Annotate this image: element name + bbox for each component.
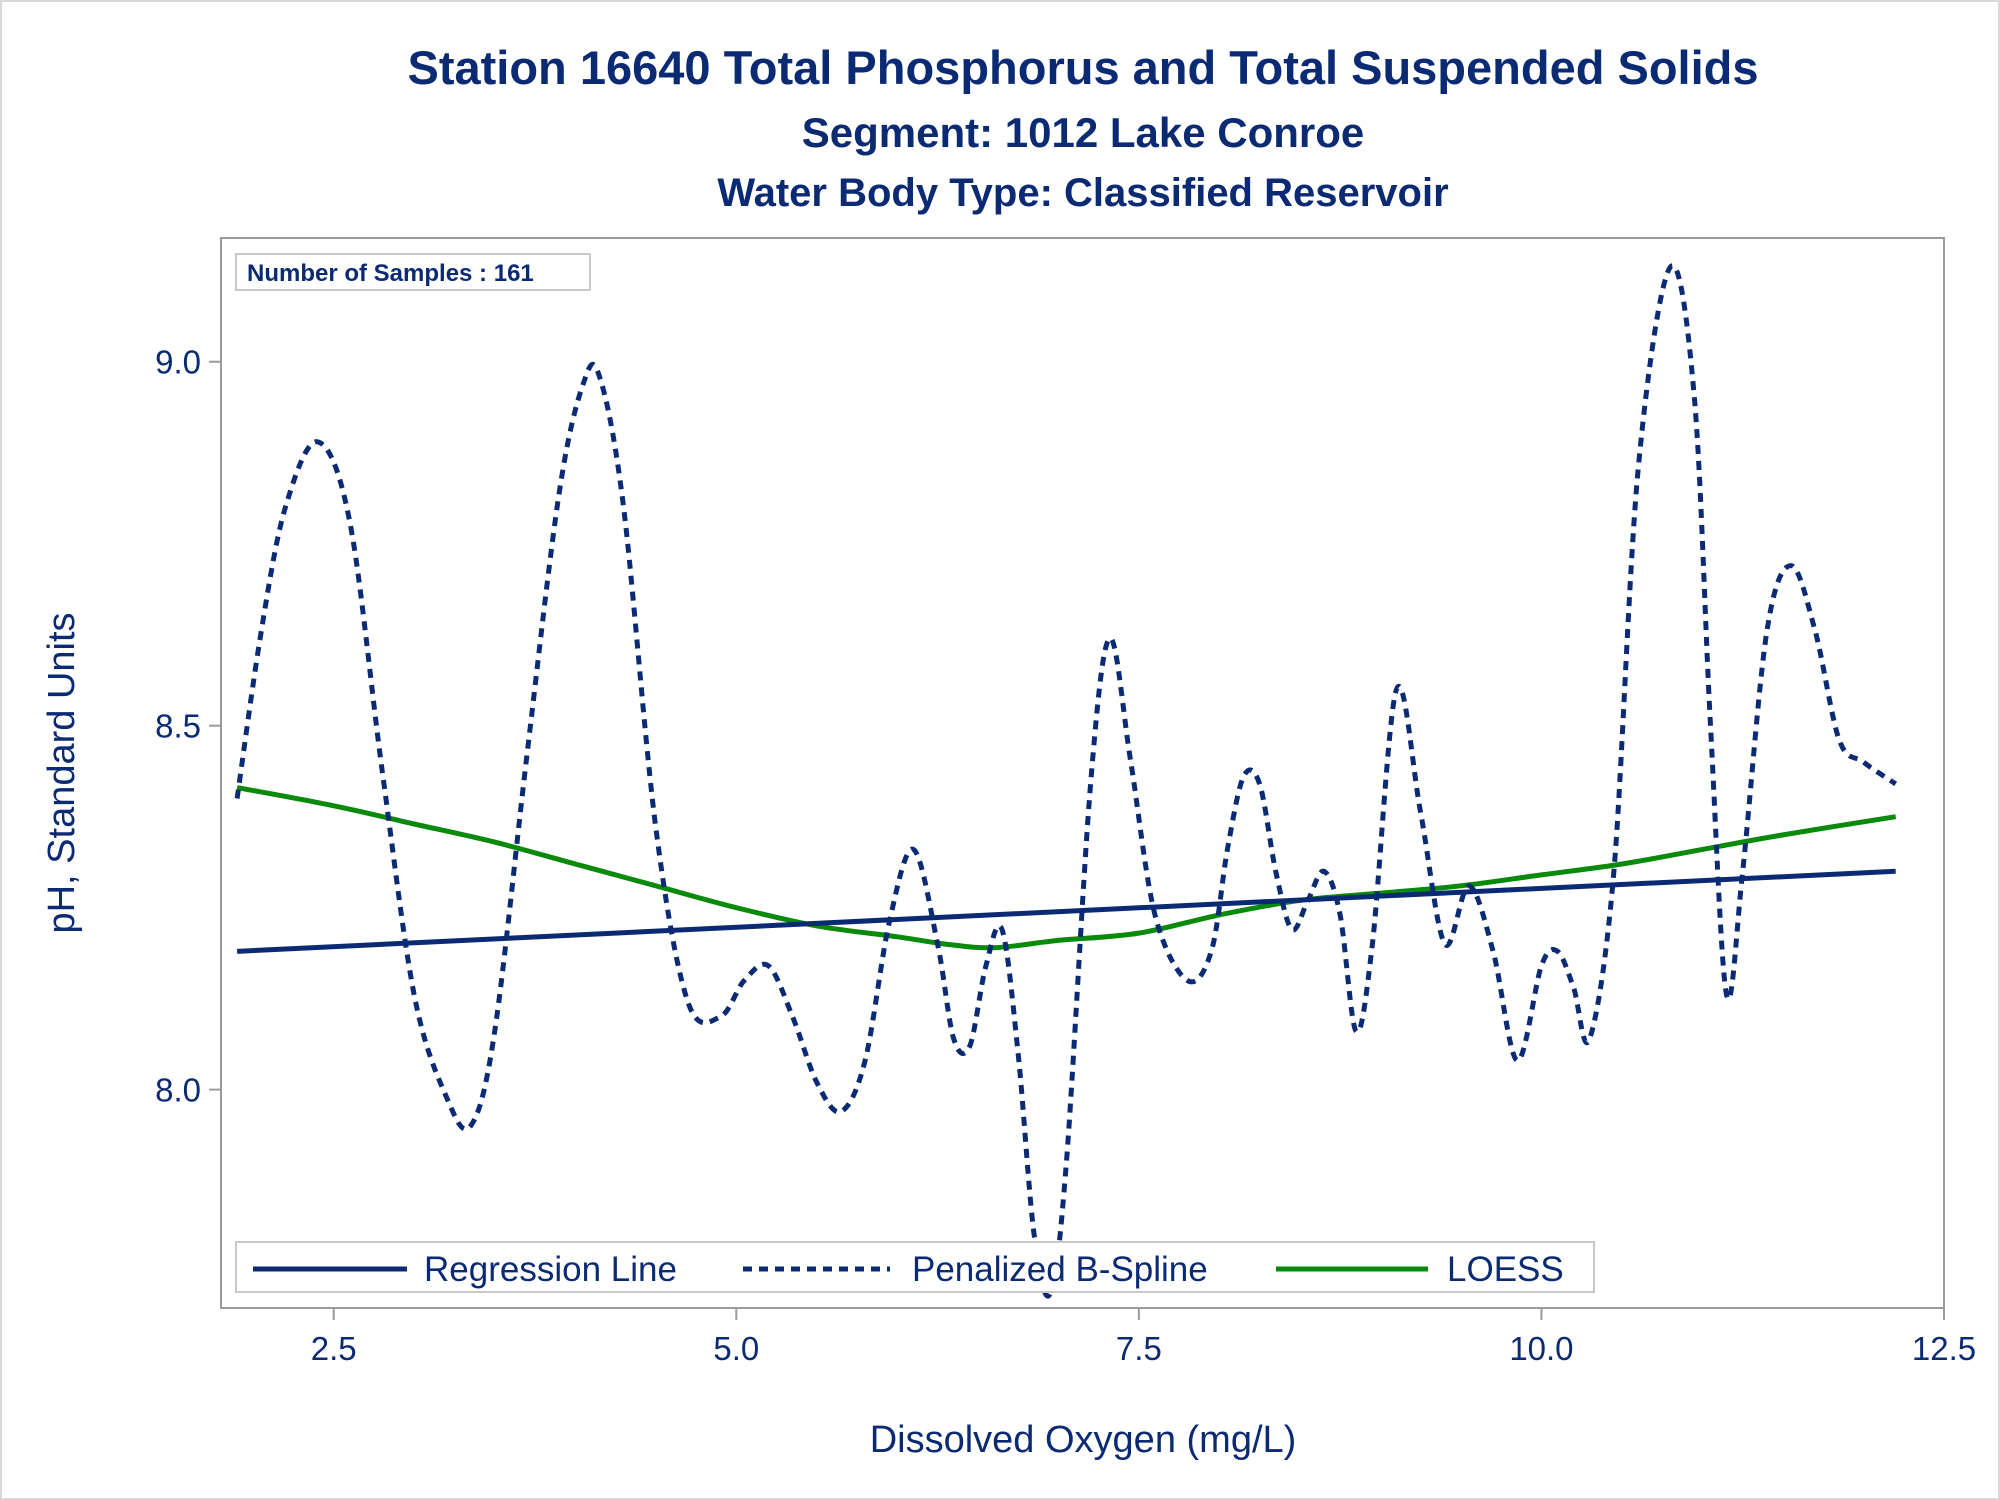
series-line-loess [236, 785, 1897, 951]
chart-subtitle-2: Water Body Type: Classified Reservoir [717, 171, 1448, 215]
y-tick-label: 8.0 [155, 1072, 201, 1109]
x-tick-label: 7.5 [1116, 1330, 1162, 1367]
x-tick-label: 2.5 [311, 1330, 357, 1367]
legend-label: LOESS [1447, 1250, 1564, 1289]
y-tick-label: 9.0 [155, 344, 201, 381]
sample-count-label: Number of Samples : 161 [247, 260, 534, 287]
legend-label: Penalized B-Spline [912, 1250, 1208, 1289]
y-axis-label: pH, Standard Units [41, 612, 83, 933]
series-group [234, 263, 1898, 1299]
x-axis-label: Dissolved Oxygen (mg/L) [870, 1419, 1297, 1461]
legend: Regression Line Penalized B-Spline LOESS [253, 1250, 1564, 1289]
chart-subtitle: Segment: 1012 Lake Conroe [802, 109, 1365, 156]
x-tick-label: 5.0 [713, 1330, 759, 1367]
legend-label: Regression Line [424, 1250, 677, 1289]
x-tick-label: 10.0 [1509, 1330, 1573, 1367]
x-axis: 2.5 5.0 7.5 10.0 12.5 [311, 1308, 1976, 1367]
plot-area [220, 237, 1945, 1309]
x-tick-label: 12.5 [1912, 1330, 1976, 1367]
chart-title: Station 16640 Total Phosphorus and Total… [408, 41, 1759, 94]
y-axis: 8.0 8.5 9.0 [155, 344, 221, 1109]
series-line-penalized-b-spline [234, 263, 1898, 1299]
y-tick-label: 8.5 [155, 708, 201, 745]
series-line-regression-line [236, 868, 1896, 954]
sample-count-box [235, 253, 591, 291]
